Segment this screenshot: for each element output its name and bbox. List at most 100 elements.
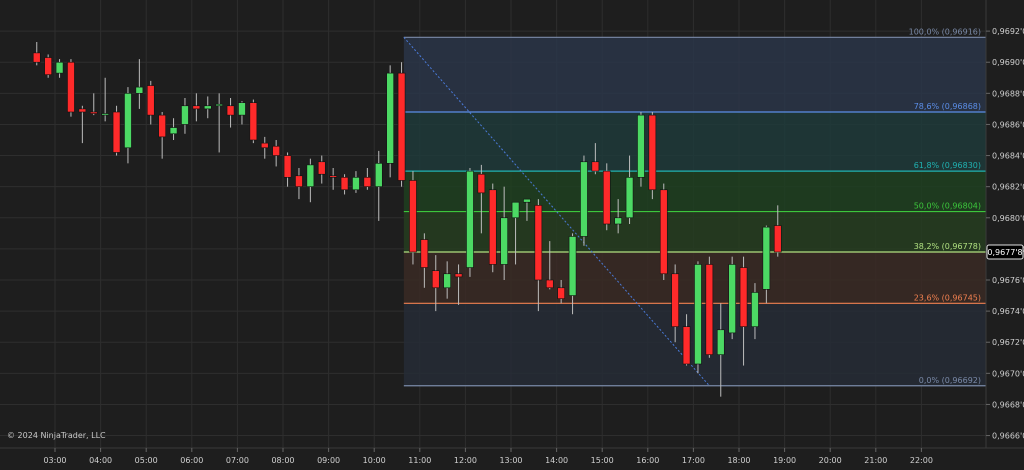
time-tick-label: 12:00	[454, 456, 477, 465]
candle[interactable]	[317, 155, 326, 184]
candle[interactable]	[215, 93, 223, 153]
candle[interactable]	[306, 158, 315, 203]
fib-level-label: 61,8% (0,96830)	[914, 161, 981, 170]
time-tick-label: 13:00	[499, 456, 522, 465]
candle[interactable]	[580, 155, 588, 246]
candle[interactable]	[260, 136, 269, 159]
candle[interactable]	[488, 183, 497, 273]
price-tick-label: 0,9690'0	[992, 58, 1024, 67]
candle[interactable]	[466, 168, 474, 277]
candle-body-up	[751, 292, 759, 327]
candle[interactable]	[386, 65, 394, 178]
candle[interactable]	[352, 171, 360, 193]
candle[interactable]	[557, 280, 565, 304]
price-tick-label: 0,9682'0	[992, 183, 1024, 192]
candle[interactable]	[295, 168, 303, 200]
candle[interactable]	[716, 303, 725, 397]
current-price-box	[986, 244, 1024, 260]
candle[interactable]	[773, 205, 782, 257]
candle-body-down	[454, 273, 463, 278]
candle[interactable]	[545, 241, 554, 290]
candle[interactable]	[203, 96, 212, 119]
candle[interactable]	[238, 101, 246, 125]
price-tick-label: 0,9666'0	[992, 432, 1024, 441]
candle[interactable]	[226, 98, 235, 128]
candle-body-up	[625, 177, 634, 219]
candle[interactable]	[192, 93, 201, 122]
candle[interactable]	[534, 199, 543, 312]
candle[interactable]	[625, 155, 634, 224]
candle[interactable]	[705, 256, 714, 358]
candle[interactable]	[751, 283, 759, 340]
candle-body-down	[89, 111, 98, 114]
candle[interactable]	[477, 164, 486, 234]
candle[interactable]	[431, 255, 440, 312]
candle-body-down	[329, 175, 337, 178]
candle[interactable]	[682, 314, 691, 366]
candle[interactable]	[500, 186, 508, 280]
candle[interactable]	[409, 171, 417, 265]
candle-body-down	[671, 273, 679, 327]
candle[interactable]	[602, 163, 611, 231]
candle[interactable]	[659, 183, 668, 280]
time-tick-label: 10:00	[363, 456, 386, 465]
candle-body-down	[545, 279, 554, 289]
price-tick-label: 0,9670'0	[992, 369, 1024, 378]
candle[interactable]	[89, 93, 98, 116]
candle[interactable]	[671, 264, 679, 343]
candle[interactable]	[249, 99, 258, 144]
candle[interactable]	[454, 264, 463, 305]
candle[interactable]	[648, 112, 657, 200]
candle[interactable]	[101, 77, 109, 122]
candle[interactable]	[146, 80, 155, 125]
candle-body-up	[203, 105, 212, 110]
candle[interactable]	[739, 256, 748, 366]
candle[interactable]	[283, 152, 292, 187]
time-axis[interactable]: 03:00 04:00 05:00 06:00 07:00 08:00 09:00 10:00…	[0, 447, 1024, 465]
candle[interactable]	[374, 150, 383, 221]
candle[interactable]	[32, 42, 41, 66]
candle[interactable]	[67, 59, 75, 117]
candle-body-down	[705, 264, 714, 355]
time-tick-label: 16:00	[636, 456, 659, 465]
candles[interactable]	[32, 42, 782, 397]
candle[interactable]	[78, 105, 87, 144]
candle[interactable]	[158, 112, 166, 159]
candle-body-down	[146, 85, 155, 116]
candle[interactable]	[420, 233, 429, 288]
candle[interactable]	[181, 98, 189, 134]
candle-body-down	[682, 326, 691, 365]
fib-zone	[403, 37, 987, 113]
candle[interactable]	[591, 143, 600, 175]
price-tick-label: 0,9684'0	[992, 152, 1024, 161]
candle[interactable]	[55, 59, 64, 78]
fib-level-label: 100,0% (0,96916)	[909, 27, 981, 36]
candle-body-up	[374, 163, 383, 187]
candle[interactable]	[329, 168, 337, 190]
candle[interactable]	[614, 199, 622, 234]
candle[interactable]	[397, 62, 406, 187]
candle[interactable]	[762, 225, 771, 304]
candle[interactable]	[511, 201, 520, 265]
candle[interactable]	[523, 198, 531, 221]
candle[interactable]	[728, 256, 736, 340]
candle[interactable]	[637, 112, 645, 187]
candle[interactable]	[568, 233, 577, 315]
time-tick-label: 09:00	[317, 456, 340, 465]
candle[interactable]	[169, 118, 178, 140]
candle[interactable]	[135, 59, 144, 109]
candle[interactable]	[272, 140, 280, 167]
candle-body-up	[716, 329, 725, 355]
candle[interactable]	[112, 105, 121, 156]
fib-level-label: 78,6% (0,96868)	[914, 102, 981, 111]
candle[interactable]	[340, 174, 349, 195]
candle[interactable]	[694, 261, 702, 374]
fib-trend-line[interactable]	[403, 37, 710, 387]
time-tick-label: 20:00	[819, 456, 842, 465]
candle[interactable]	[443, 261, 451, 299]
candle[interactable]	[44, 54, 52, 78]
candle[interactable]	[124, 87, 132, 164]
candle[interactable]	[363, 168, 372, 190]
